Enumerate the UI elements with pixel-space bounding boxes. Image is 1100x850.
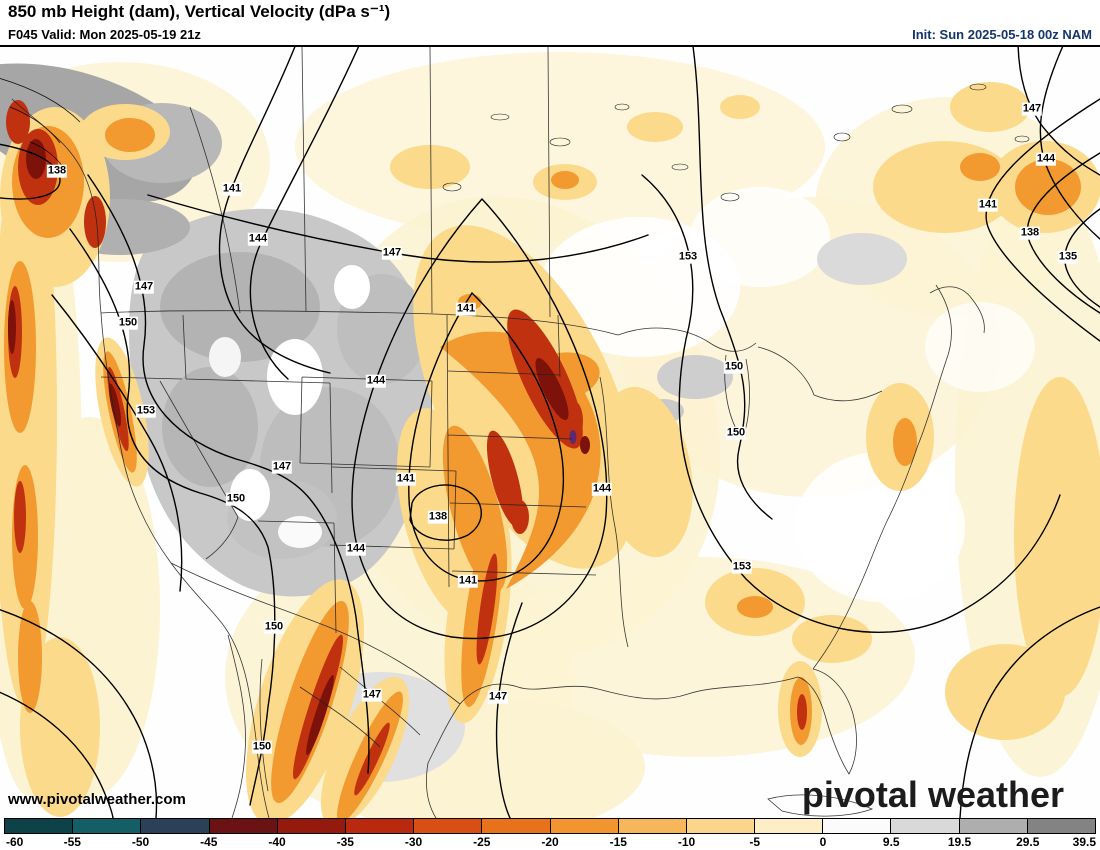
colorbar-segments: [4, 818, 1096, 834]
colorbar-tick-label: -50: [131, 835, 150, 849]
contour-label: 150: [117, 316, 139, 330]
contour-label: 150: [251, 740, 273, 754]
contour-label: 135: [1057, 250, 1079, 264]
map-border-line: [0, 45, 1100, 47]
contour-label: 141: [221, 182, 243, 196]
colorbar-tick-label: -60: [6, 835, 24, 849]
colorbar-segment: [413, 819, 482, 833]
map-header: 850 mb Height (dam), Vertical Velocity (…: [0, 0, 1100, 47]
contour-label: 147: [361, 688, 383, 702]
contour-label: 150: [263, 620, 285, 634]
colorbar-segment: [958, 819, 1027, 833]
contour-label: 138: [1019, 226, 1041, 240]
colorbar-tick-label: -30: [404, 835, 423, 849]
contour-label: 141: [457, 574, 479, 588]
colorbar-ticks: -60 -55 -50 -45 -40 -35 -30 -25 -20 -15 -10 -5 0 9.5 1…: [0, 835, 1100, 850]
colorbar-tick-label: 39.5: [1072, 835, 1096, 849]
colorbar-segment: [754, 819, 823, 833]
forecast-valid-label: F045 Valid: Mon 2025-05-19 21z: [8, 27, 201, 42]
contour-label: 147: [271, 460, 293, 474]
colorbar-segment: [140, 819, 209, 833]
map-area: www.pivotalweather.com pivotal weather 1…: [0, 45, 1100, 818]
contour-label: 144: [1035, 152, 1057, 166]
colorbar-segment: [5, 819, 73, 833]
contour-label: 144: [247, 232, 269, 246]
contour-label: 153: [677, 250, 699, 264]
contour-label: 150: [723, 360, 745, 374]
model-init-label: Init: Sun 2025-05-18 00z NAM: [912, 27, 1092, 42]
contour-label: 147: [487, 690, 509, 704]
height-contours: [0, 47, 1100, 818]
colorbar-tick-label: -35: [336, 835, 354, 849]
colorbar-segment: [617, 819, 686, 833]
contour-label: 153: [135, 404, 157, 418]
colorbar-segment: [344, 819, 414, 833]
contour-label: 141: [455, 302, 477, 316]
colorbar-tick-label: 29.5: [1016, 835, 1040, 849]
contour-label: 153: [731, 560, 753, 574]
colorbar-tick-label: -10: [677, 835, 696, 849]
weather-map-graphic: [0, 47, 1100, 818]
contour-label: 150: [225, 492, 247, 506]
colorbar-tick-label: -25: [473, 835, 491, 849]
contour-label: 147: [1021, 102, 1043, 116]
colorbar-tick-label: 9.5: [882, 835, 900, 849]
vv-shading-warm: [0, 82, 1100, 818]
contour-label: 147: [381, 246, 403, 260]
colorbar-segment: [890, 819, 959, 833]
colorbar-segment: [72, 819, 141, 833]
contour-label: 147: [133, 280, 155, 294]
pivotal-weather-logo: pivotal weather: [801, 774, 1064, 815]
colorbar-tick-label: -55: [63, 835, 81, 849]
contour-label: 144: [365, 374, 387, 388]
watermark-url: www.pivotalweather.com: [8, 791, 186, 808]
colorbar-tick-label: -5: [749, 835, 761, 849]
contour-label: 141: [395, 472, 417, 486]
colorbar-segment: [685, 819, 755, 833]
colorbar-segment: [549, 819, 618, 833]
colorbar-segment: [481, 819, 550, 833]
colorbar-tick-label: 19.5: [947, 835, 972, 849]
contour-label: 150: [725, 426, 747, 440]
colorbar-segment: [1026, 819, 1095, 833]
colorbar-tick-label: -45: [200, 835, 218, 849]
colorbar-tick-label: -20: [541, 835, 559, 849]
contour-label: 144: [345, 542, 367, 556]
colorbar-block: -60 -55 -50 -45 -40 -35 -30 -25 -20 -15 -10 -5 0 9.5 1…: [0, 818, 1100, 850]
contour-label: 138: [427, 510, 449, 524]
contour-label: 144: [591, 482, 613, 496]
contour-label: 138: [46, 164, 68, 178]
colorbar-tick-label: -15: [609, 835, 627, 849]
contour-label: 141: [977, 198, 999, 212]
colorbar-segment: [208, 819, 277, 833]
colorbar-segment: [822, 819, 891, 833]
colorbar-tick-label: 0: [819, 835, 827, 849]
page-title: 850 mb Height (dam), Vertical Velocity (…: [8, 2, 391, 21]
colorbar-segment: [276, 819, 345, 833]
colorbar-tick-label: -40: [268, 835, 286, 849]
